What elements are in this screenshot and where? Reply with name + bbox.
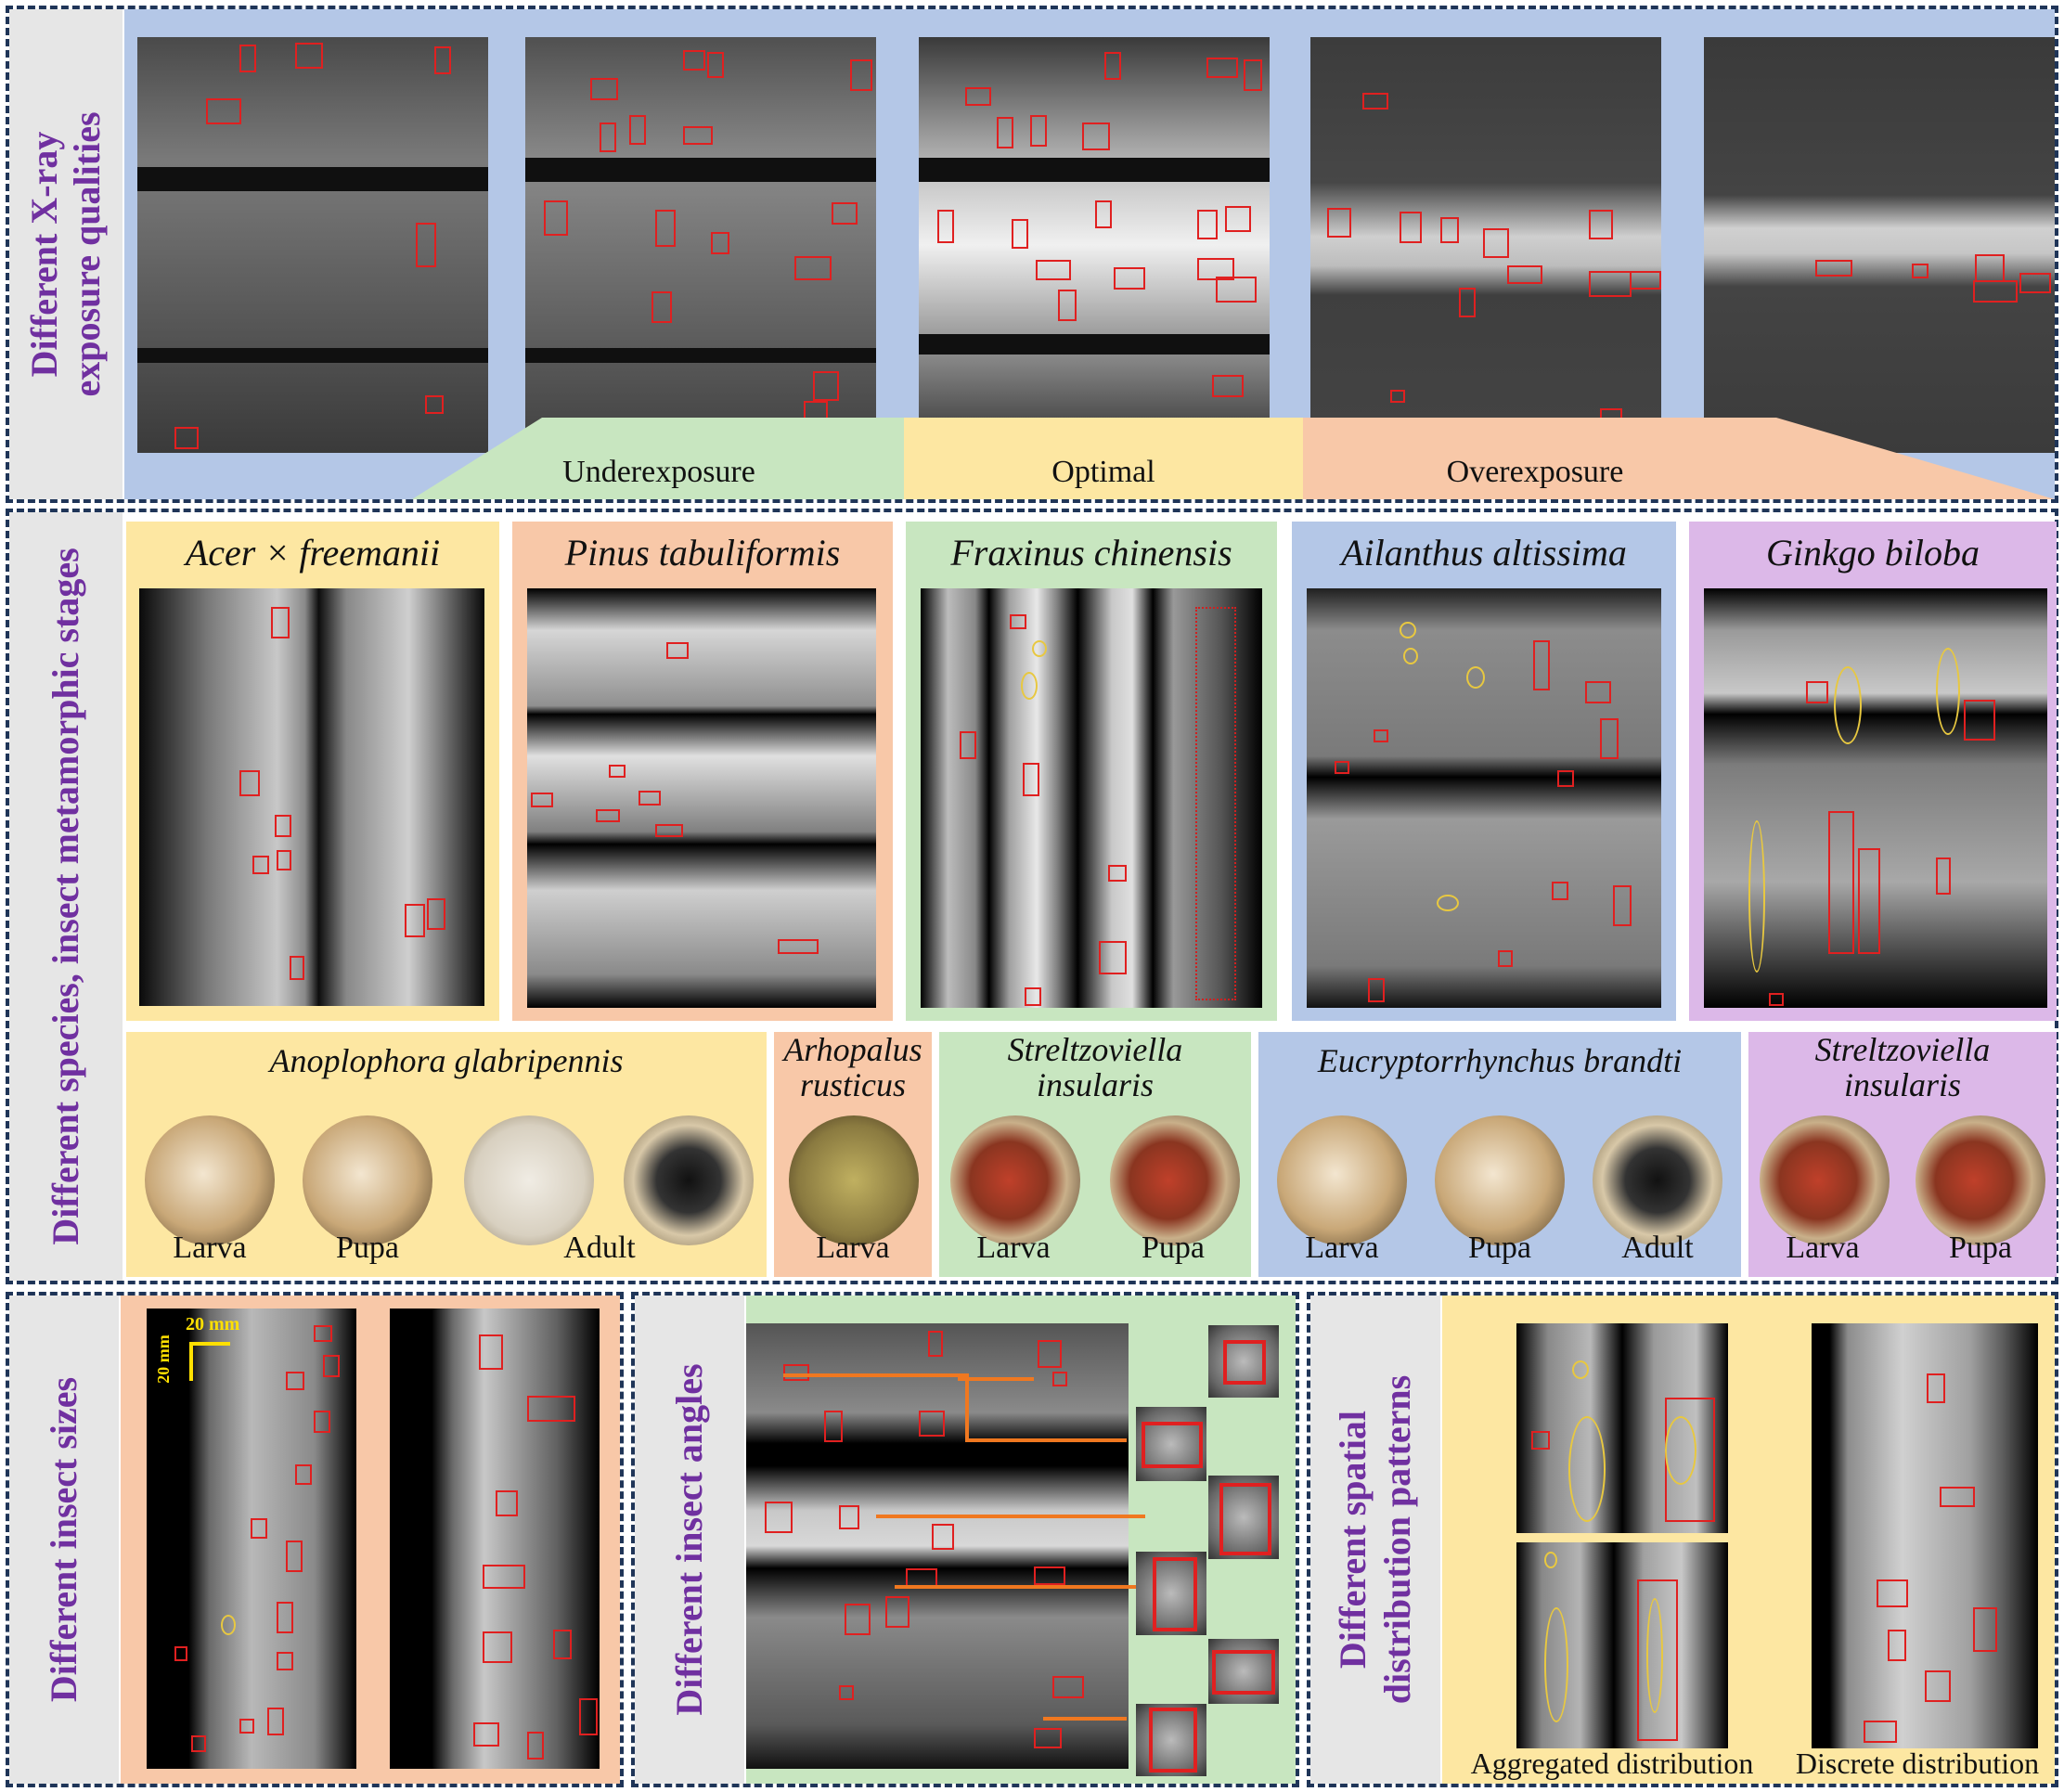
photo-anoplophora-larva <box>145 1115 275 1245</box>
insect-tile-anoplophora: Anoplophora glabripennis Larva Pupa Adul… <box>126 1032 767 1277</box>
stage-label-anoplophora-adult: Adult <box>563 1231 636 1265</box>
species-title-pinus: Pinus tabuliformis <box>564 532 841 574</box>
caption-aggregated: Aggregated distribution <box>1470 1747 1754 1780</box>
photo-arhopalus-larva <box>789 1115 919 1245</box>
xray-overexposed-1 <box>1310 37 1661 453</box>
angles-side-label-area: Different insect angles <box>635 1296 744 1784</box>
species-panel: Different species, insect metamorphic st… <box>6 509 2058 1284</box>
insect-tile-eucryptorrhynchus: Eucryptorrhynchus brandti Larva Pupa Adu… <box>1258 1032 1741 1277</box>
xray-underexposed-1 <box>137 37 488 453</box>
photo-streltzoviella-1-pupa <box>1110 1115 1240 1245</box>
scale-bar-horizontal <box>189 1342 230 1346</box>
angle-thumb-4 <box>1136 1552 1206 1635</box>
stage-label-arhopalus-larva: Larva <box>816 1231 890 1265</box>
arrow-connector-6 <box>895 1585 1136 1589</box>
insect-name-eucryptorrhynchus: Eucryptorrhynchus brandti <box>1317 1042 1683 1079</box>
species-tile-ailanthus: Ailanthus altissima <box>1292 522 1676 1021</box>
species-title-ginkgo: Ginkgo biloba <box>1766 532 1980 574</box>
exposure-side-label: Different X-ray exposure qualities <box>23 111 108 397</box>
arrow-connector-7 <box>1043 1717 1127 1721</box>
stage-label-streltzoviella-1-pupa: Pupa <box>1142 1231 1205 1265</box>
xray-pinus <box>527 588 876 1008</box>
species-tile-acer: Acer × freemanii <box>126 522 499 1021</box>
insect-tile-arhopalus: Arhopalus rusticus Larva <box>774 1032 932 1277</box>
photo-anoplophora-adult-1 <box>464 1115 594 1245</box>
stage-label-eucryptorrhynchus-pupa: Pupa <box>1468 1231 1531 1265</box>
angle-thumb-2 <box>1136 1407 1206 1481</box>
label-optimal: Optimal <box>1051 455 1155 489</box>
angle-thumb-3 <box>1208 1476 1279 1559</box>
photo-eucryptorrhynchus-adult <box>1593 1115 1722 1245</box>
sizes-panel: Different insect sizes 20 mm 20 mm <box>6 1292 624 1787</box>
insect-tile-streltzoviella-1: Streltzoviella insularis Larva Pupa <box>939 1032 1251 1277</box>
angles-panel: Different insect angles <box>631 1292 1299 1787</box>
xray-acer <box>139 588 484 1006</box>
species-tile-ginkgo: Ginkgo biloba <box>1689 522 2057 1021</box>
arrow-connector-5 <box>876 1515 1145 1518</box>
xray-discrete <box>1812 1323 2038 1748</box>
species-side-label-area: Different species, insect metamorphic st… <box>9 512 123 1281</box>
xray-aggregated-top <box>1516 1323 1728 1533</box>
arrow-connector-3 <box>965 1373 969 1440</box>
xray-ailanthus <box>1307 588 1661 1008</box>
xray-underexposed-2 <box>525 37 876 453</box>
photo-streltzoviella-2-pupa <box>1916 1115 2045 1245</box>
xray-size-1: 20 mm 20 mm <box>147 1309 356 1769</box>
scale-label-vertical: 20 mm <box>153 1334 173 1384</box>
photo-eucryptorrhynchus-pupa <box>1435 1115 1565 1245</box>
scale-bar-vertical <box>189 1342 193 1381</box>
photo-streltzoviella-1-larva <box>950 1115 1080 1245</box>
photo-streltzoviella-2-larva <box>1760 1115 1890 1245</box>
distribution-side-label: Different spatial distribution patterns <box>1332 1374 1418 1705</box>
arrow-connector-2 <box>783 1373 969 1377</box>
species-title-ailanthus: Ailanthus altissima <box>1341 532 1627 574</box>
stage-label-streltzoviella-1-larva: Larva <box>976 1231 1051 1265</box>
insect-tile-streltzoviella-2: Streltzoviella insularis Larva Pupa <box>1748 1032 2057 1277</box>
distribution-side-label-area: Different spatial distribution patterns <box>1310 1296 1440 1784</box>
insect-name-anoplophora: Anoplophora glabripennis <box>269 1042 624 1079</box>
insect-name-streltzoviella-2: Streltzoviella insularis <box>1814 1031 1991 1103</box>
xray-size-2 <box>390 1309 600 1769</box>
stage-label-eucryptorrhynchus-adult: Adult <box>1621 1231 1694 1265</box>
xray-optimal <box>919 37 1270 453</box>
angle-thumb-1 <box>1208 1325 1279 1398</box>
label-underexposure: Underexposure <box>562 455 755 489</box>
xray-angles <box>746 1323 1129 1769</box>
insect-name-streltzoviella-1: Streltzoviella insularis <box>1007 1031 1183 1103</box>
photo-anoplophora-pupa <box>303 1115 432 1245</box>
xray-aggregated-bottom <box>1516 1542 1728 1748</box>
stage-label-anoplophora-larva: Larva <box>173 1231 247 1265</box>
xray-overexposed-2 <box>1704 37 2055 453</box>
angles-side-label: Different insect angles <box>668 1363 710 1716</box>
scale-label-horizontal: 20 mm <box>186 1314 240 1334</box>
photo-eucryptorrhynchus-larva <box>1277 1115 1407 1245</box>
species-tile-pinus: Pinus tabuliformis <box>512 522 893 1021</box>
stage-label-eucryptorrhynchus-larva: Larva <box>1305 1231 1379 1265</box>
exposure-ramp <box>412 418 2055 499</box>
stage-label-anoplophora-pupa: Pupa <box>336 1231 399 1265</box>
species-tile-fraxinus: Fraxinus chinensis <box>906 522 1277 1021</box>
label-overexposure: Overexposure <box>1446 455 1624 489</box>
exposure-panel: Different X-ray exposure qualities <box>6 6 2058 503</box>
angle-thumb-5 <box>1208 1639 1279 1704</box>
photo-anoplophora-adult-2 <box>624 1115 754 1245</box>
xray-fraxinus <box>921 588 1262 1008</box>
xray-ginkgo <box>1704 588 2047 1008</box>
arrow-connector-1 <box>958 1377 1034 1381</box>
sizes-side-label: Different insect sizes <box>43 1376 84 1703</box>
stage-label-streltzoviella-2-larva: Larva <box>1786 1231 1860 1265</box>
species-title-fraxinus: Fraxinus chinensis <box>950 532 1232 574</box>
stage-label-streltzoviella-2-pupa: Pupa <box>1949 1231 2012 1265</box>
insect-name-arhopalus: Arhopalus rusticus <box>783 1031 922 1103</box>
sizes-side-label-area: Different insect sizes <box>9 1296 119 1784</box>
distribution-panel: Different spatial distribution patterns … <box>1307 1292 2058 1787</box>
species-title-acer: Acer × freemanii <box>185 532 441 574</box>
angle-thumb-6 <box>1136 1704 1206 1776</box>
species-side-label: Different species, insect metamorphic st… <box>45 548 86 1245</box>
caption-discrete: Discrete distribution <box>1795 1747 2040 1780</box>
arrow-connector-4 <box>965 1438 1127 1442</box>
exposure-side-label-area: Different X-ray exposure qualities <box>9 9 123 499</box>
